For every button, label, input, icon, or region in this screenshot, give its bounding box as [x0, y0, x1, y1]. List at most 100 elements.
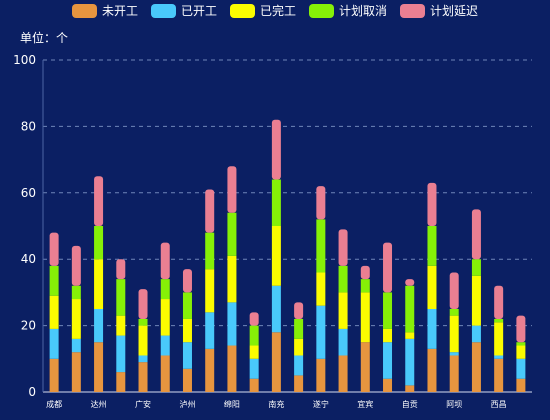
- bar-segment[interactable]: [405, 338, 415, 386]
- bar-segment[interactable]: [383, 242, 393, 293]
- bar-segment[interactable]: [94, 176, 104, 226]
- bar-segment[interactable]: [516, 315, 526, 343]
- bar-segment[interactable]: [383, 292, 393, 329]
- bar-segment[interactable]: [338, 328, 348, 356]
- bar-segment[interactable]: [294, 338, 304, 356]
- bar-segment[interactable]: [49, 328, 59, 359]
- bar-segment[interactable]: [94, 226, 104, 260]
- bar-segment[interactable]: [271, 226, 281, 286]
- bar-segment[interactable]: [316, 305, 326, 359]
- bar-segment[interactable]: [449, 309, 459, 316]
- bar-segment[interactable]: [338, 229, 348, 266]
- bar-segment[interactable]: [494, 318, 504, 323]
- bar-segment[interactable]: [427, 348, 437, 392]
- bar-segment[interactable]: [49, 232, 59, 266]
- bar-segment[interactable]: [116, 279, 126, 316]
- legend-item[interactable]: 未开工: [71, 4, 138, 18]
- bar-segment[interactable]: [471, 209, 481, 260]
- bar-segment[interactable]: [405, 285, 415, 333]
- bar-segment[interactable]: [182, 318, 192, 343]
- bar-segment[interactable]: [160, 335, 170, 356]
- bar-segment[interactable]: [516, 358, 526, 379]
- bar-segment[interactable]: [205, 312, 215, 349]
- bar-segment[interactable]: [94, 342, 104, 392]
- bar-segment[interactable]: [338, 292, 348, 329]
- bar-segment[interactable]: [138, 362, 148, 392]
- bar-segment[interactable]: [405, 385, 415, 392]
- bar-segment[interactable]: [227, 166, 237, 213]
- bar-segment[interactable]: [294, 355, 304, 376]
- bar-segment[interactable]: [494, 358, 504, 392]
- bar-segment[interactable]: [294, 302, 304, 319]
- bar-segment[interactable]: [205, 232, 215, 270]
- bar-segment[interactable]: [427, 226, 437, 266]
- legend-item[interactable]: 已完工: [229, 4, 296, 18]
- bar-segment[interactable]: [316, 186, 326, 220]
- bar-segment[interactable]: [249, 312, 259, 326]
- bar-segment[interactable]: [360, 342, 370, 392]
- bar-segment[interactable]: [94, 309, 104, 343]
- bar-segment[interactable]: [160, 279, 170, 300]
- bar-segment[interactable]: [316, 358, 326, 392]
- bar-segment[interactable]: [471, 275, 481, 326]
- bar-segment[interactable]: [71, 285, 81, 300]
- bar-segment[interactable]: [494, 285, 504, 319]
- bar-segment[interactable]: [516, 342, 526, 346]
- bar-segment[interactable]: [182, 342, 192, 369]
- bar-segment[interactable]: [205, 348, 215, 392]
- bar-segment[interactable]: [205, 189, 215, 233]
- legend-item[interactable]: 已开工: [150, 4, 217, 18]
- bar-segment[interactable]: [383, 328, 393, 343]
- bar-segment[interactable]: [316, 272, 326, 306]
- bar-segment[interactable]: [471, 342, 481, 392]
- bar-segment[interactable]: [227, 255, 237, 303]
- bar-segment[interactable]: [227, 302, 237, 346]
- legend-item[interactable]: 计划取消: [309, 4, 387, 18]
- bar-segment[interactable]: [182, 368, 192, 392]
- bar-segment[interactable]: [94, 259, 104, 309]
- bar-segment[interactable]: [138, 355, 148, 363]
- bar-segment[interactable]: [427, 182, 437, 226]
- bar-segment[interactable]: [49, 295, 59, 329]
- bar-segment[interactable]: [516, 345, 526, 359]
- bar-segment[interactable]: [360, 265, 370, 280]
- bar-segment[interactable]: [249, 378, 259, 392]
- bar-segment[interactable]: [338, 355, 348, 392]
- bar-segment[interactable]: [405, 279, 415, 286]
- bar-segment[interactable]: [316, 219, 326, 273]
- bar-segment[interactable]: [116, 372, 126, 392]
- bar-segment[interactable]: [160, 242, 170, 280]
- bar-segment[interactable]: [71, 245, 81, 286]
- bar-segment[interactable]: [205, 269, 215, 313]
- bar-segment[interactable]: [449, 355, 459, 392]
- bar-segment[interactable]: [427, 265, 437, 309]
- bar-segment[interactable]: [71, 338, 81, 353]
- legend-item[interactable]: 计划延迟: [400, 4, 478, 18]
- bar-segment[interactable]: [249, 358, 259, 379]
- bar-segment[interactable]: [427, 309, 437, 349]
- bar-segment[interactable]: [405, 332, 415, 339]
- bar-segment[interactable]: [227, 212, 237, 256]
- bar-segment[interactable]: [449, 315, 459, 353]
- bar-segment[interactable]: [449, 352, 459, 356]
- bar-segment[interactable]: [116, 315, 126, 336]
- bar-segment[interactable]: [494, 322, 504, 356]
- bar-segment[interactable]: [116, 335, 126, 373]
- bar-segment[interactable]: [71, 299, 81, 339]
- bar-segment[interactable]: [271, 285, 281, 333]
- bar-segment[interactable]: [271, 119, 281, 180]
- bar-segment[interactable]: [383, 342, 393, 379]
- bar-segment[interactable]: [182, 269, 192, 293]
- bar-segment[interactable]: [71, 352, 81, 392]
- bar-segment[interactable]: [383, 378, 393, 392]
- bar-segment[interactable]: [471, 325, 481, 343]
- bar-segment[interactable]: [516, 378, 526, 392]
- bar-segment[interactable]: [360, 279, 370, 293]
- bar-segment[interactable]: [138, 289, 148, 319]
- bar-segment[interactable]: [227, 345, 237, 392]
- bar-segment[interactable]: [49, 265, 59, 296]
- bar-segment[interactable]: [471, 259, 481, 276]
- bar-segment[interactable]: [160, 299, 170, 336]
- bar-segment[interactable]: [160, 355, 170, 392]
- bar-segment[interactable]: [49, 358, 59, 392]
